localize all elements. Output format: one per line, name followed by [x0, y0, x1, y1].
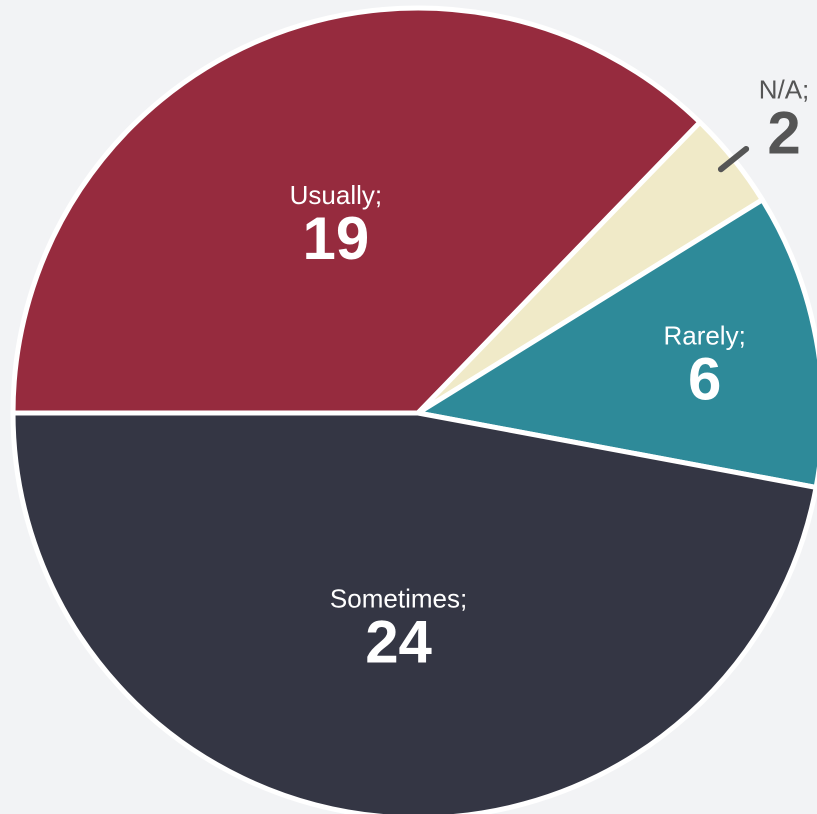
- pie-slice: [10, 410, 817, 814]
- slice-value: 24: [365, 609, 432, 676]
- slice-label: Sometimes;: [330, 584, 467, 614]
- pie-slice: [10, 5, 703, 416]
- pie-slice: [415, 197, 817, 490]
- leader-line: [717, 145, 750, 173]
- slice-value: 19: [303, 205, 370, 272]
- slice-value: 6: [688, 345, 721, 412]
- slice-label: Rarely;: [663, 320, 745, 350]
- slice-label: Usually;: [290, 180, 382, 210]
- slice-value: 2: [767, 99, 800, 166]
- slice-label: N/A;: [759, 74, 810, 104]
